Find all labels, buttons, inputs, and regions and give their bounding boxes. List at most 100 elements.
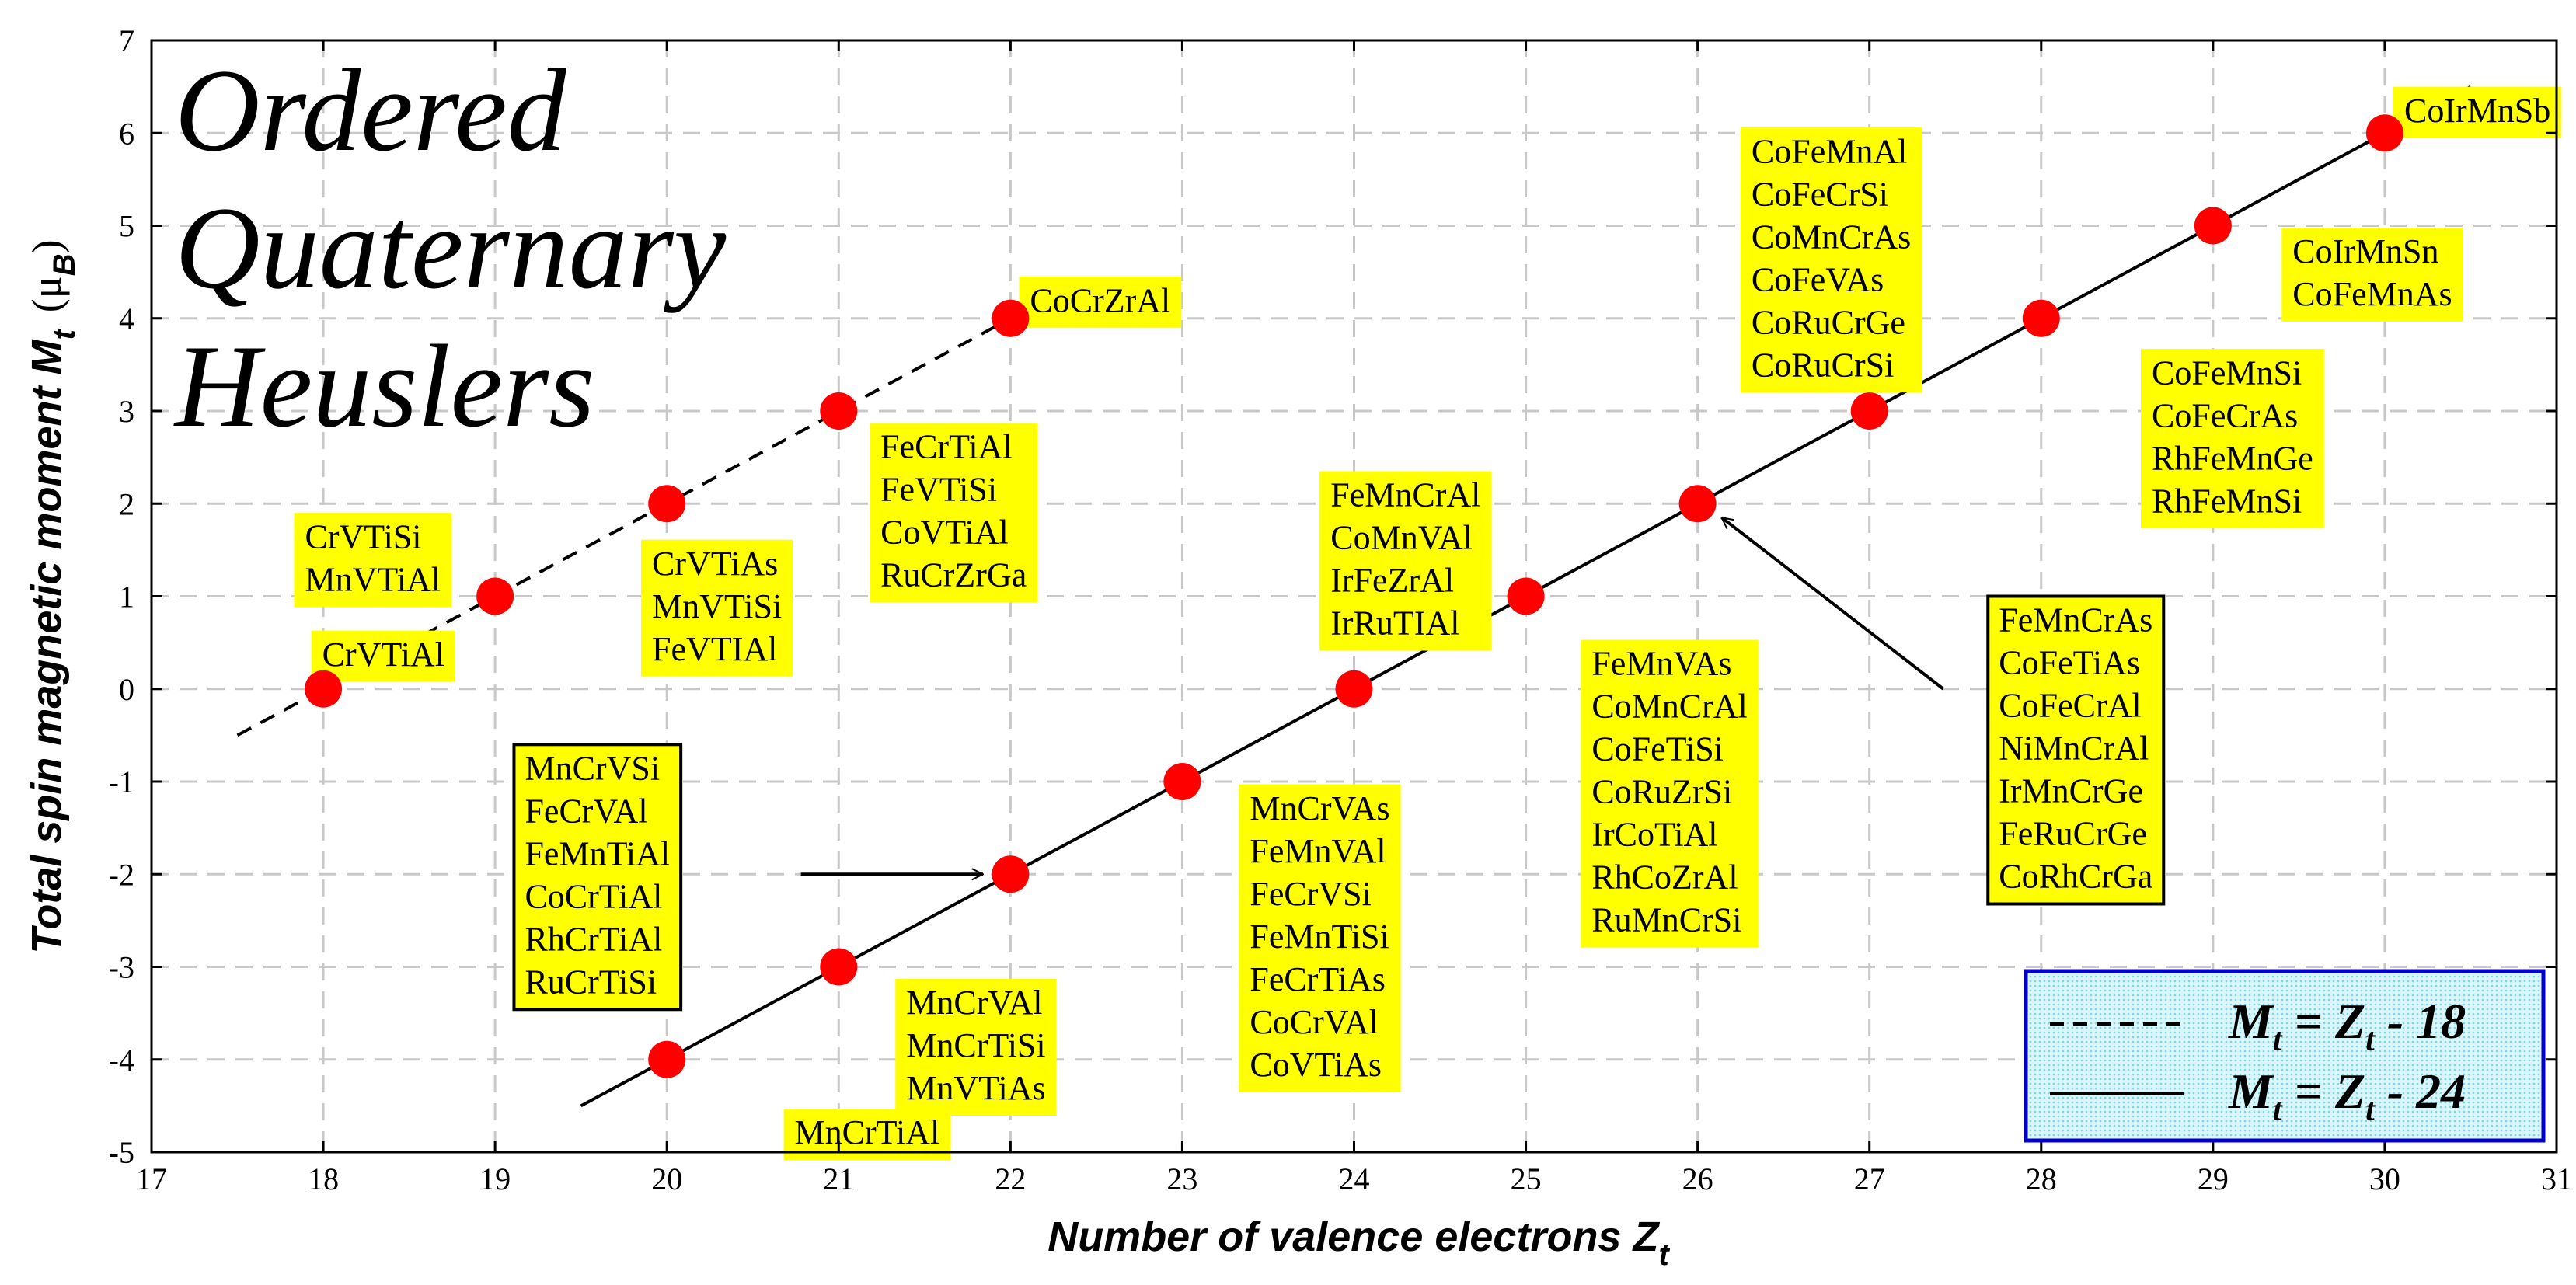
compound-label: FeRuCrGe [1999,815,2147,853]
label-background [641,539,793,677]
compound-label: CoVTiAs [1250,1046,1382,1084]
compound-label: CoCrVAl [1250,1003,1378,1041]
compound-label: CrVTiSi [305,517,421,555]
title-line-1: Ordered [175,45,567,176]
compound-label: MnVTiAl [305,560,440,598]
compound-label: MnCrTiAl [795,1113,940,1151]
label-background [2281,227,2463,322]
compound-label-group: CoIrMnSb [2393,86,2562,138]
boxed-label-background [512,743,683,1012]
compound-label: MnCrVAs [1250,789,1389,827]
compound-label: CoFeMnAs [2292,275,2452,313]
compound-label: IrFeZrAl [1330,562,1454,600]
x-tick-label: 31 [2541,1161,2572,1196]
legend-solid-m: M [2228,1064,2274,1119]
y-tick-label: -2 [109,857,134,892]
title-line-3: Heuslers [173,321,594,451]
y-tick-label: -4 [109,1043,134,1078]
y-axis-title-main: Total spin magnetic moment M [23,340,70,954]
compound-label: CoRhCrGa [1999,858,2152,896]
x-axis-title: Number of valence electrons Zt [1047,1214,1670,1272]
compound-label: RhCrTiAl [525,921,662,959]
x-tick-label: 26 [1682,1161,1713,1196]
compound-label: CoVTiAl [880,514,1009,552]
compound-label-group: CrVTiAs MnVTiSi FeVTIAl [641,539,793,677]
legend-dashed-mid: = Z [2282,994,2366,1049]
compound-label: RuCrTiSi [525,963,657,1001]
label-background [1319,471,1492,651]
y-tick-label: 7 [119,23,134,58]
legend-solid-sub2: t [2365,1092,2376,1128]
label-background [1019,277,1182,329]
x-tick-label: 21 [823,1161,854,1196]
compound-label: CrVTiAl [322,636,444,674]
y-tick-label: 5 [119,209,134,244]
x-axis-title-sub: t [1658,1238,1670,1272]
compound-label: CoRuCrSi [1752,346,1894,384]
label-background [1239,784,1401,1092]
compound-label: FeCrTiAs [1250,960,1385,998]
compound-label-group: FeMnVAs CoMnCrAl CoFeTiSi CoRuZrSi IrCoTiAl R… [1581,639,1759,948]
x-tick-label: 19 [479,1161,511,1196]
compound-label: CoCrZrAl [1030,281,1170,319]
x-tick-label: 22 [995,1161,1026,1196]
compound-label: CoMnCrAl [1591,688,1747,726]
compound-label-group: FeCrTiAl FeVTiSi CoVTiAl RuCrZrGa [870,423,1038,603]
data-point [1678,485,1717,523]
data-point [648,485,686,523]
label-background [311,630,455,682]
compound-label: CoMnVAl [1330,519,1473,557]
compound-label-group: CrVTiSi MnVTiAl [294,513,451,608]
compound-label-group: CoIrMnSn CoFeMnAs [2281,227,2463,322]
compound-label: FeMnCrAs [1999,601,2152,639]
legend-dashed-sub1: t [2273,1022,2283,1058]
y-tick-label: 6 [119,116,134,151]
y-tick-label: -3 [109,950,134,985]
x-tick-label: 27 [1854,1161,1885,1196]
y-tick-label: -1 [109,764,134,799]
boxed-label-group: FeMnCrAs CoFeTiAs CoFeCrAl NiMnCrAl IrMnCrGe… [1986,594,2166,906]
annotation-arrow [1722,516,1944,691]
compound-label: CoFeVAs [1752,260,1884,298]
title-line-2: Quaternary [175,183,727,313]
legend-solid-end: - 24 [2375,1064,2466,1119]
compound-label-group: MnCrVAs FeMnVAl FeCrVSi FeMnTiSi FeCrTiAs CoC… [1239,784,1401,1092]
compound-label: FeCrVAl [525,792,647,831]
compound-label: RhCoZrAl [1591,858,1738,897]
y-axis-title-sub: t [47,329,82,340]
y-axis-title: Total spin magnetic moment Mt (μB) [23,239,82,953]
compound-label: CoIrMnSb [2404,92,2550,130]
compound-label: FeCrVSi [1250,875,1371,913]
legend-entry-solid: Mt = Zt - 24 [2228,1064,2466,1128]
label-background [870,423,1038,603]
y-axis-unit-close: ) [23,239,70,253]
compound-label: RuCrZrGa [880,556,1027,594]
data-point [992,855,1030,893]
x-tick-label: 18 [308,1161,339,1196]
compound-label: FeMnCrAl [1330,476,1480,514]
compound-label: IrRuTIAl [1330,604,1459,642]
axis-ticks: 17 18 19 20 21 22 23 24 25 26 27 28 29 30 31-5-4-3-2-1… [109,23,2572,1196]
compound-label: CrVTiAs [652,545,778,583]
label-background [2393,86,2562,138]
x-tick-label: 29 [2198,1161,2229,1196]
data-point [476,577,514,615]
compound-label: CoRuCrGe [1752,303,1905,341]
x-tick-label: 25 [1511,1161,1542,1196]
y-axis-unit: (μ [23,276,70,312]
data-point [1850,392,1888,430]
compound-label: CoFeMnSi [2152,353,2302,392]
label-background [1740,127,1922,393]
compound-label: CoFeCrAs [2152,396,2298,434]
compound-label-group: MnCrVAl MnCrTiSi MnVTiAs [895,979,1057,1116]
legend-dashed-sub2: t [2365,1022,2376,1058]
y-axis-unit-sub: B [47,253,82,276]
compound-label: FeMnVAl [1250,832,1386,870]
compound-label-group: CoFeMnAl CoFeCrSi CoMnCrAs CoFeVAs CoRuCrGe C… [1740,127,1922,393]
y-tick-label: 4 [119,301,134,336]
x-tick-label: 28 [2026,1161,2057,1196]
legend-box [2024,969,2546,1143]
y-tick-label: 2 [119,486,134,521]
x-tick-label: 20 [651,1161,682,1196]
data-point [2194,207,2232,245]
